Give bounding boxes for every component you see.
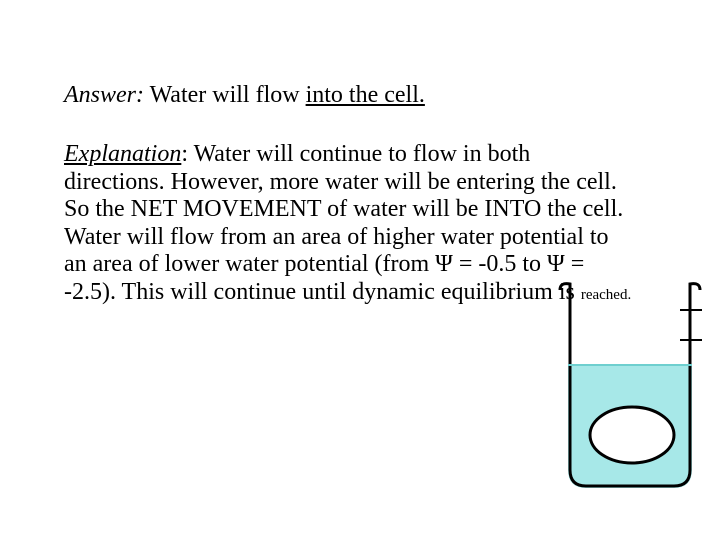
beaker-diagram bbox=[550, 270, 710, 500]
explanation-body-2: -2.5). This will continue until dynamic … bbox=[64, 279, 581, 305]
cell-shape bbox=[590, 407, 674, 463]
explanation-label: Explanation bbox=[64, 141, 181, 167]
answer-text-prefix: Water will flow bbox=[144, 82, 306, 108]
explanation-block: Explanation: Water will continue to flow… bbox=[64, 141, 634, 307]
answer-line: Answer: Water will flow into the cell. bbox=[64, 82, 644, 109]
answer-label: Answer: bbox=[64, 82, 144, 108]
answer-emphasis: into the cell. bbox=[306, 82, 425, 108]
